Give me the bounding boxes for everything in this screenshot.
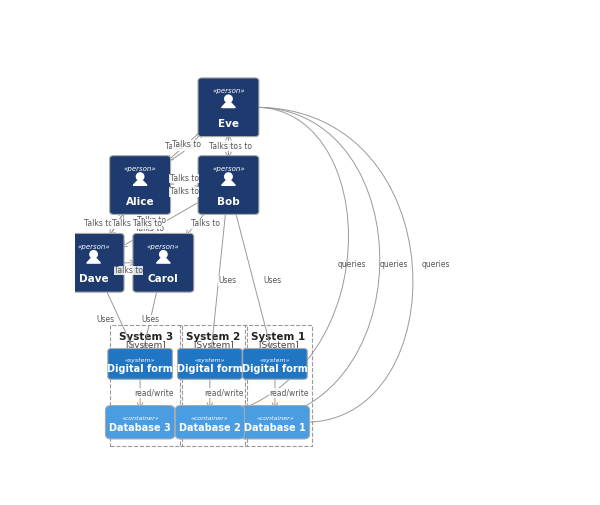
Text: Uses: Uses (141, 315, 160, 324)
Text: Talks to: Talks to (135, 224, 164, 233)
Text: read/write: read/write (204, 389, 244, 398)
FancyBboxPatch shape (110, 156, 170, 215)
Text: [System]: [System] (193, 341, 234, 350)
FancyArrowPatch shape (170, 107, 349, 425)
Text: Eve: Eve (218, 119, 239, 129)
Text: Talks to: Talks to (137, 216, 166, 225)
Text: «person»: «person» (77, 243, 110, 249)
Polygon shape (157, 259, 170, 263)
Text: read/write: read/write (134, 389, 174, 398)
Text: Uses: Uses (97, 315, 115, 324)
Text: Digital form: Digital form (242, 364, 308, 374)
Text: Talks to: Talks to (170, 174, 199, 183)
Text: queries: queries (337, 260, 366, 269)
Text: «person»: «person» (212, 166, 245, 172)
Text: «container»: «container» (121, 416, 159, 421)
Text: System 2: System 2 (186, 332, 241, 342)
Polygon shape (225, 173, 232, 180)
Text: «container»: «container» (191, 416, 229, 421)
Text: [System]: [System] (125, 341, 166, 350)
Text: Talks to: Talks to (209, 141, 238, 150)
FancyBboxPatch shape (63, 233, 124, 292)
FancyBboxPatch shape (242, 348, 307, 379)
Text: Talks to: Talks to (191, 219, 220, 228)
Text: Digital form: Digital form (107, 364, 173, 374)
Text: Talks to: Talks to (133, 219, 161, 228)
Text: «container»: «container» (256, 416, 294, 421)
FancyBboxPatch shape (198, 78, 259, 137)
Polygon shape (225, 95, 232, 103)
Text: Database 1: Database 1 (244, 423, 306, 433)
Text: System 1: System 1 (251, 332, 305, 342)
FancyBboxPatch shape (108, 348, 172, 379)
Polygon shape (160, 250, 167, 258)
Text: «person»: «person» (124, 166, 157, 172)
Text: Talks to: Talks to (84, 219, 113, 228)
Text: Talks to: Talks to (114, 266, 143, 275)
Text: read/write: read/write (269, 389, 308, 398)
Polygon shape (87, 259, 100, 263)
Text: Alice: Alice (126, 196, 154, 207)
Text: Carol: Carol (148, 274, 179, 284)
Text: queries: queries (421, 260, 449, 269)
Text: Bob: Bob (217, 196, 240, 207)
Text: Talks to: Talks to (112, 219, 140, 228)
FancyArrowPatch shape (255, 107, 413, 425)
FancyBboxPatch shape (133, 233, 194, 292)
Text: Talks to: Talks to (223, 141, 252, 150)
Polygon shape (136, 173, 144, 180)
Text: «person»: «person» (147, 243, 180, 249)
Text: «person»: «person» (212, 88, 245, 94)
Text: «system»: «system» (125, 358, 155, 363)
Text: [System]: [System] (258, 341, 299, 350)
Polygon shape (133, 181, 147, 185)
FancyArrowPatch shape (240, 107, 380, 425)
Text: Uses: Uses (219, 276, 237, 285)
Text: Talks to: Talks to (172, 140, 202, 149)
Polygon shape (221, 103, 235, 108)
FancyBboxPatch shape (198, 156, 259, 215)
Text: Talks to: Talks to (165, 141, 194, 150)
FancyBboxPatch shape (106, 406, 175, 439)
FancyBboxPatch shape (175, 406, 244, 439)
Text: System 3: System 3 (119, 332, 173, 342)
Polygon shape (221, 181, 235, 185)
Text: queries: queries (379, 260, 408, 269)
Text: Digital form: Digital form (177, 364, 243, 374)
Text: Talks to: Talks to (170, 187, 199, 196)
FancyBboxPatch shape (241, 406, 310, 439)
Text: «system»: «system» (260, 358, 290, 363)
Text: «system»: «system» (194, 358, 225, 363)
FancyBboxPatch shape (178, 348, 242, 379)
Text: Dave: Dave (79, 274, 109, 284)
Polygon shape (90, 250, 97, 258)
Text: Database 3: Database 3 (109, 423, 171, 433)
Text: Uses: Uses (263, 276, 281, 285)
Text: Database 2: Database 2 (179, 423, 241, 433)
